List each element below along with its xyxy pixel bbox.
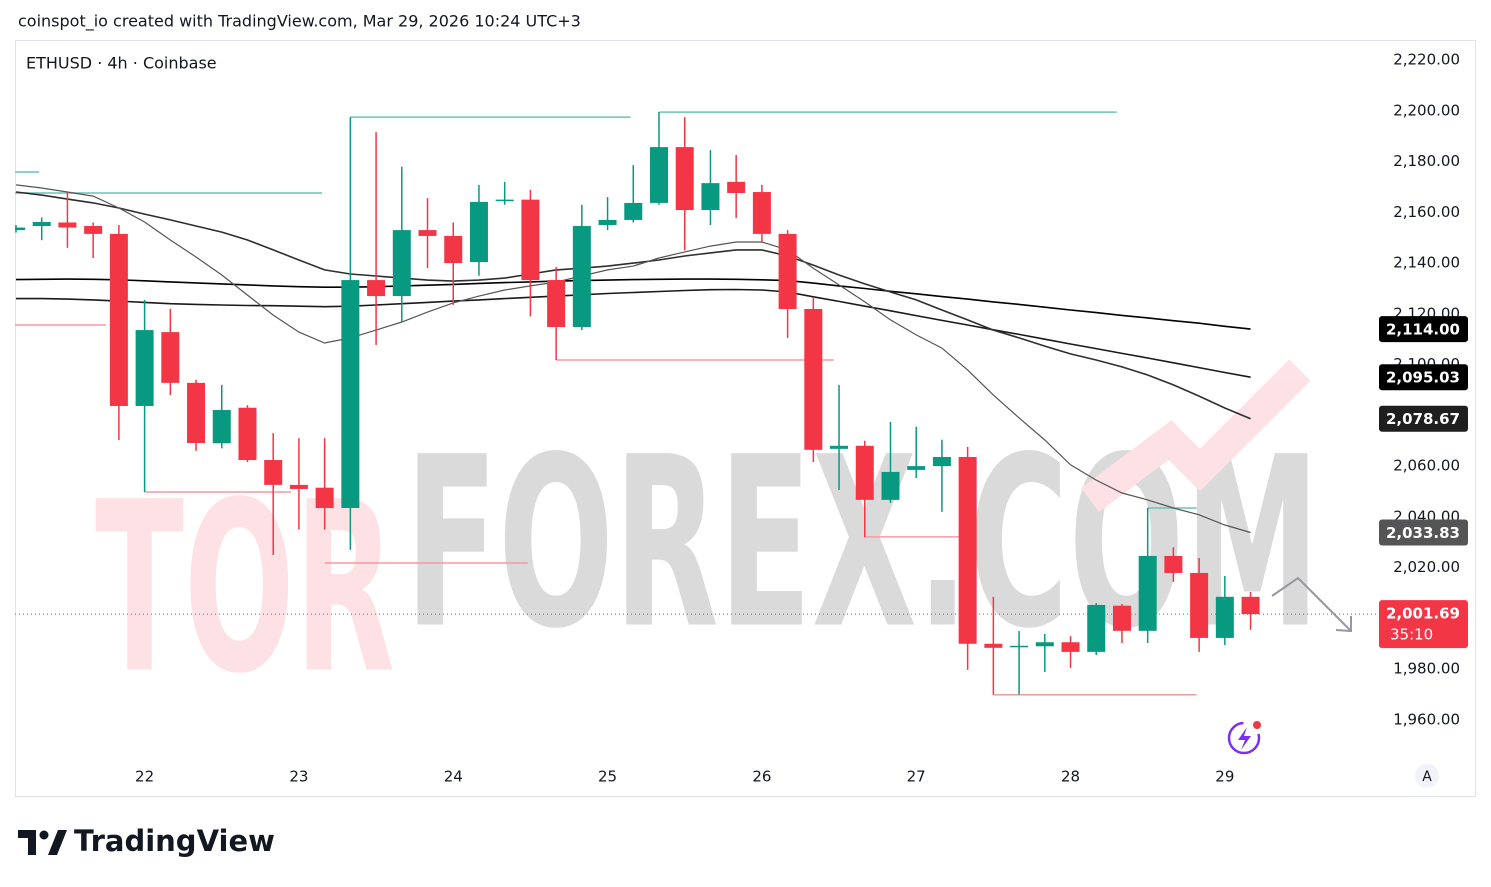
candle-body: [392, 230, 411, 297]
candle-body: [1241, 596, 1260, 615]
candle-body: [701, 183, 720, 211]
candle-body: [804, 309, 823, 450]
x-tick-label: 24: [444, 768, 463, 786]
candle-body: [1164, 555, 1183, 573]
candle-body: [624, 202, 643, 220]
candle-body: [1061, 642, 1080, 652]
countdown-label: 35:10: [1390, 626, 1433, 644]
ma-price-tag: [1379, 519, 1468, 546]
candle-body: [521, 199, 540, 281]
x-tick-label: 23: [289, 768, 308, 786]
candle-body: [1138, 555, 1157, 631]
candle-body: [187, 382, 206, 444]
y-tick-label: 2,160.00: [1393, 203, 1460, 221]
ma-price-label: 2,114.00: [1386, 321, 1460, 339]
y-tick-label: 2,220.00: [1393, 51, 1460, 69]
candle-body: [444, 235, 463, 264]
ma-price-label: 2,095.03: [1386, 369, 1460, 387]
y-tick-label: 2,180.00: [1393, 152, 1460, 170]
y-tick-label: 1,960.00: [1393, 710, 1460, 728]
flash-icon: [1227, 721, 1261, 755]
moving-average: [16, 288, 1251, 378]
moving-average: [15, 184, 1251, 534]
ma-price-tag: [1379, 316, 1468, 343]
auto-scale-label[interactable]: A: [1422, 769, 1432, 785]
moving-average: [15, 191, 1251, 420]
drawn-arrow: [1271, 576, 1351, 631]
candle-body: [830, 445, 849, 449]
watermark-arrow: [1081, 359, 1311, 512]
x-tick-label: 26: [752, 768, 771, 786]
candle-body: [58, 222, 77, 228]
candle-body: [1010, 645, 1029, 648]
y-tick-label: 2,060.00: [1393, 457, 1460, 475]
x-tick-label: 28: [1061, 768, 1080, 786]
moving-average: [15, 278, 1251, 330]
ma-price-label: 2,033.83: [1386, 524, 1460, 542]
candle-body: [855, 445, 874, 500]
y-tick-label: 2,140.00: [1393, 254, 1460, 272]
candle-body: [932, 456, 951, 467]
candle-body: [572, 226, 591, 328]
candle-body: [212, 410, 231, 444]
candle-body: [469, 201, 488, 263]
candle-body: [958, 456, 977, 644]
candle-body: [1190, 572, 1209, 638]
candle-body: [1215, 596, 1234, 638]
candle-body: [161, 332, 180, 383]
candle-body: [984, 643, 1003, 648]
x-tick-label: 25: [598, 768, 617, 786]
candle-body: [650, 147, 668, 203]
candle-body: [675, 147, 694, 211]
candle-body: [341, 280, 360, 508]
brand-name: TradingView: [74, 824, 275, 858]
ma-price-tag: [1379, 405, 1468, 432]
attribution: coinspot_io created with TradingView.com…: [18, 12, 581, 32]
candle-body: [598, 219, 617, 226]
candle-body: [727, 181, 746, 194]
y-tick-label: 2,020.00: [1393, 558, 1460, 576]
candle-body: [418, 230, 437, 236]
candle-body: [84, 226, 103, 234]
candle-body: [32, 221, 51, 227]
x-tick-label: 22: [135, 768, 154, 786]
auto-scale-button[interactable]: [1415, 764, 1439, 788]
candle-body: [881, 471, 900, 500]
candle-body: [547, 280, 566, 328]
plot-area: [15, 111, 1380, 696]
candle-body: [1112, 605, 1131, 631]
x-tick-label: 27: [907, 768, 926, 786]
price-tag: [1379, 600, 1468, 649]
candle-body: [495, 199, 514, 202]
brand-logo: [18, 830, 67, 855]
candle-body: [264, 460, 283, 485]
y-tick-label: 2,200.00: [1393, 101, 1460, 119]
candle-body: [1035, 642, 1054, 647]
candle-body: [778, 233, 797, 310]
candle-body: [752, 192, 771, 234]
y-tick-label: 1,980.00: [1393, 660, 1460, 678]
candle-body: [289, 484, 308, 489]
candle-body: [315, 487, 334, 508]
ma-price-tag: [1379, 364, 1468, 391]
candle-body: [1087, 604, 1106, 652]
candle-body: [109, 233, 128, 406]
x-tick-label: 29: [1215, 768, 1234, 786]
drawn-arrow-head: [1335, 616, 1352, 633]
price-tag-label: 2,001.69: [1386, 605, 1460, 623]
symbol-title: ETHUSD · 4h · Coinbase: [26, 54, 217, 73]
candle-body: [15, 227, 25, 231]
chart-frame: [15, 40, 1476, 797]
candle-body: [907, 466, 926, 470]
candle-body: [367, 280, 386, 297]
candle-body: [135, 330, 154, 406]
candle-body: [238, 407, 257, 461]
ma-price-label: 2,078.67: [1386, 410, 1460, 428]
